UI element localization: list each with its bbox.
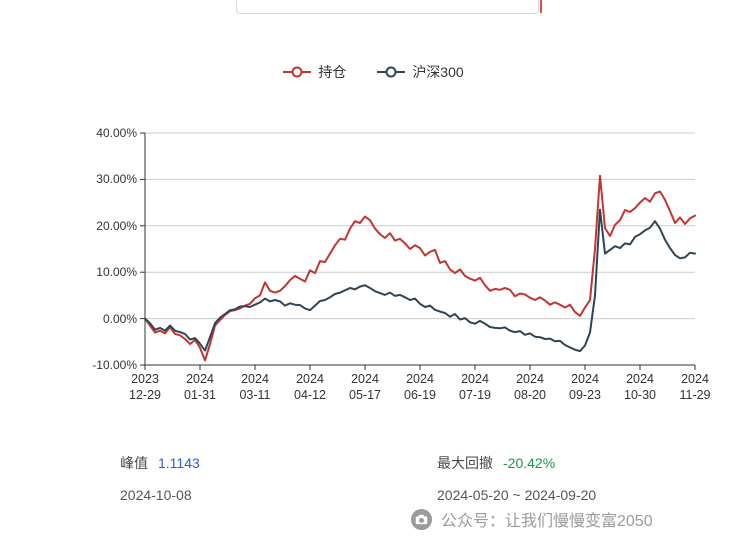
line-circle-marker-icon — [377, 66, 406, 78]
legend-item-holdings[interactable]: 持仓 — [282, 62, 346, 82]
y-axis-label: 10.00% — [96, 265, 137, 279]
chart-legend: 持仓 沪深300 — [0, 62, 746, 82]
x-axis-tick-label: 2024 03-11 — [239, 372, 271, 402]
watermark-text: 公众号：让我们慢慢变富2050 — [441, 513, 653, 530]
legend-item-csi300[interactable]: 沪深300 — [376, 62, 464, 82]
y-axis-label: 0.00% — [102, 312, 137, 326]
watermark: 公众号：让我们慢慢变富2050 — [410, 507, 653, 531]
line-circle-marker-icon — [283, 66, 312, 78]
max-drawdown-stat: 最大回撤 -20.42% 2024-05-20 ~ 2024-09-20 — [437, 453, 596, 503]
peak-label: 峰值 — [120, 455, 148, 471]
peak-value: 1.1143 — [158, 455, 200, 471]
peak-date: 2024-10-08 — [120, 487, 192, 503]
partial-red-marker — [540, 0, 542, 13]
x-axis-tick-label: 2024 11-29 — [679, 372, 711, 402]
x-axis-tick-label: 2024 05-17 — [349, 372, 381, 402]
y-axis-label: 20.00% — [96, 219, 137, 233]
y-axis-label: 40.00% — [96, 126, 137, 140]
camera-icon — [410, 508, 433, 530]
x-axis-tick-label: 2024 08-20 — [514, 372, 546, 402]
x-axis-tick-label: 2024 07-19 — [459, 372, 491, 402]
x-axis-tick-label: 2024 06-19 — [404, 372, 436, 402]
max-drawdown-range: 2024-05-20 ~ 2024-09-20 — [437, 487, 597, 503]
partial-input-box[interactable] — [236, 0, 539, 14]
x-axis-tick-label: 2023 12-29 — [129, 372, 161, 402]
x-axis-tick-label: 2024 01-31 — [184, 372, 216, 402]
y-axis-label: 30.00% — [96, 172, 137, 186]
legend-label-csi300: 沪深300 — [412, 64, 464, 80]
legend-label-holdings: 持仓 — [318, 64, 347, 80]
y-axis-label: -10.00% — [92, 358, 137, 372]
x-axis-tick-label: 2024 04-12 — [294, 372, 326, 402]
x-axis-tick-label: 2024 09-23 — [569, 372, 601, 402]
max-drawdown-value: -20.42% — [503, 455, 556, 471]
max-drawdown-label: 最大回撤 — [437, 455, 493, 471]
peak-stat: 峰值 1.1143 2024-10-08 — [120, 453, 200, 503]
x-axis-tick-label: 2024 10-30 — [624, 372, 656, 402]
